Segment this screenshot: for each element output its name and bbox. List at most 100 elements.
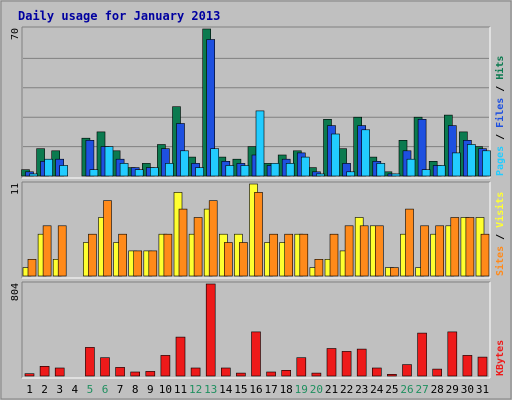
day-label-28: 28 bbox=[431, 383, 444, 396]
legend-pages: Pages bbox=[495, 146, 506, 176]
day-label-11: 11 bbox=[174, 383, 187, 396]
day-label-7: 7 bbox=[117, 383, 124, 396]
bar-pages-day-19 bbox=[300, 156, 310, 177]
day-label-17: 17 bbox=[264, 383, 277, 396]
bar-pages-day-18 bbox=[285, 163, 295, 177]
bar-pages-day-10 bbox=[165, 163, 174, 177]
bar-pages-day-17 bbox=[270, 163, 280, 177]
bar-pages-day-14 bbox=[225, 165, 235, 177]
panels: 70 Pages / Files / Hits 11 Sites / Visits 80… bbox=[10, 26, 506, 379]
bar-pages-day-31 bbox=[482, 150, 491, 177]
day-label-23: 23 bbox=[355, 383, 368, 396]
day-label-3: 3 bbox=[56, 383, 63, 396]
day-label-24: 24 bbox=[370, 383, 384, 396]
bar-kbytes-day-22 bbox=[341, 351, 352, 377]
day-label-8: 8 bbox=[132, 383, 139, 396]
day-label-16: 16 bbox=[249, 383, 262, 396]
bar-sites-day-31 bbox=[480, 233, 490, 277]
bar-sites-day-7 bbox=[118, 233, 127, 277]
bar-sites-day-12 bbox=[193, 217, 203, 277]
day-label-13: 13 bbox=[204, 383, 217, 396]
bar-pages-day-13 bbox=[210, 148, 219, 177]
day-label-30: 30 bbox=[461, 383, 474, 396]
panel-visits-sites: 11 Sites / Visits bbox=[10, 181, 506, 279]
bar-sites-day-2 bbox=[42, 225, 52, 277]
bar-pages-day-16 bbox=[255, 110, 265, 177]
day-label-15: 15 bbox=[234, 383, 247, 396]
series-legend: Sites / Visits bbox=[494, 192, 506, 276]
legend-sites: Sites bbox=[494, 246, 506, 276]
legend-separator: / bbox=[495, 80, 506, 98]
bar-sites-day-16 bbox=[254, 192, 263, 277]
bar-kbytes-day-21 bbox=[326, 348, 337, 377]
legend-separator: / bbox=[495, 128, 506, 146]
series-legend: KBytes bbox=[495, 340, 506, 376]
bar-kbytes-day-31 bbox=[477, 356, 488, 377]
bar-pages-day-23 bbox=[361, 129, 371, 177]
day-label-21: 21 bbox=[325, 383, 338, 396]
bar-kbytes-day-20 bbox=[311, 372, 322, 377]
bar-kbytes-day-16 bbox=[251, 331, 261, 377]
bar-pages-day-21 bbox=[331, 133, 340, 177]
day-label-14: 14 bbox=[219, 383, 233, 396]
bar-sites-day-11 bbox=[178, 208, 188, 277]
bar-kbytes-day-15 bbox=[236, 372, 246, 377]
bar-kbytes-day-30 bbox=[462, 355, 473, 377]
day-label-4: 4 bbox=[71, 383, 78, 396]
bar-kbytes-day-24 bbox=[371, 367, 382, 377]
bar-sites-day-24 bbox=[374, 225, 384, 277]
bar-sites-day-30 bbox=[465, 217, 475, 277]
bar-sites-day-21 bbox=[329, 233, 339, 277]
day-label-12: 12 bbox=[189, 383, 202, 396]
bar-sites-day-10 bbox=[163, 233, 173, 277]
bar-pages-day-29 bbox=[451, 152, 461, 177]
bar-sites-day-20 bbox=[314, 258, 324, 277]
bar-pages-day-3 bbox=[59, 165, 69, 177]
legend-separator: / bbox=[495, 228, 506, 246]
bar-sites-day-14 bbox=[224, 242, 233, 277]
bar-kbytes-day-9 bbox=[145, 371, 156, 377]
bar-kbytes-day-18 bbox=[281, 369, 292, 377]
bar-kbytes-day-28 bbox=[432, 368, 443, 377]
bar-kbytes-day-13 bbox=[205, 283, 216, 377]
panel-hits-files-pages: 70 Pages / Files / Hits bbox=[10, 26, 506, 179]
legend-hits: Hits bbox=[494, 56, 506, 80]
bar-kbytes-day-7 bbox=[115, 367, 125, 377]
bar-pages-day-9 bbox=[150, 167, 159, 177]
bar-pages-day-22 bbox=[346, 171, 355, 177]
bar-pages-day-7 bbox=[119, 163, 129, 177]
bar-pages-day-2 bbox=[44, 158, 53, 177]
bar-pages-day-8 bbox=[134, 169, 144, 177]
bar-pages-day-11 bbox=[180, 150, 189, 177]
bar-sites-day-15 bbox=[239, 242, 248, 277]
day-label-9: 9 bbox=[147, 383, 154, 396]
day-label-6: 6 bbox=[102, 383, 109, 396]
chart-title: Daily usage for January 2013 bbox=[18, 9, 220, 23]
bar-sites-day-23 bbox=[359, 225, 369, 277]
bar-pages-day-27 bbox=[421, 169, 431, 177]
panel-kbytes: 804 KBytes bbox=[10, 281, 506, 379]
day-label-5: 5 bbox=[87, 383, 94, 396]
bar-kbytes-day-29 bbox=[447, 331, 458, 377]
bar-kbytes-day-23 bbox=[356, 348, 367, 377]
bar-pages-day-28 bbox=[436, 165, 446, 177]
bar-kbytes-day-1 bbox=[24, 373, 35, 377]
day-label-31: 31 bbox=[476, 383, 489, 396]
day-label-19: 19 bbox=[295, 383, 308, 396]
bar-sites-day-26 bbox=[405, 208, 414, 277]
day-label-1: 1 bbox=[26, 383, 33, 396]
bar-pages-day-15 bbox=[240, 165, 250, 177]
bar-kbytes-day-14 bbox=[221, 367, 231, 377]
bar-pages-day-20 bbox=[316, 173, 325, 177]
day-label-25: 25 bbox=[385, 383, 398, 396]
bar-kbytes-day-8 bbox=[130, 371, 140, 377]
bar-sites-day-28 bbox=[435, 225, 445, 277]
y-max-label: 11 bbox=[10, 183, 21, 195]
bar-files-day-27 bbox=[417, 119, 427, 177]
day-label-20: 20 bbox=[310, 383, 323, 396]
bar-kbytes-day-11 bbox=[175, 336, 186, 377]
legend-kbytes: KBytes bbox=[495, 340, 506, 376]
day-label-18: 18 bbox=[280, 383, 293, 396]
bar-sites-day-3 bbox=[57, 225, 67, 277]
